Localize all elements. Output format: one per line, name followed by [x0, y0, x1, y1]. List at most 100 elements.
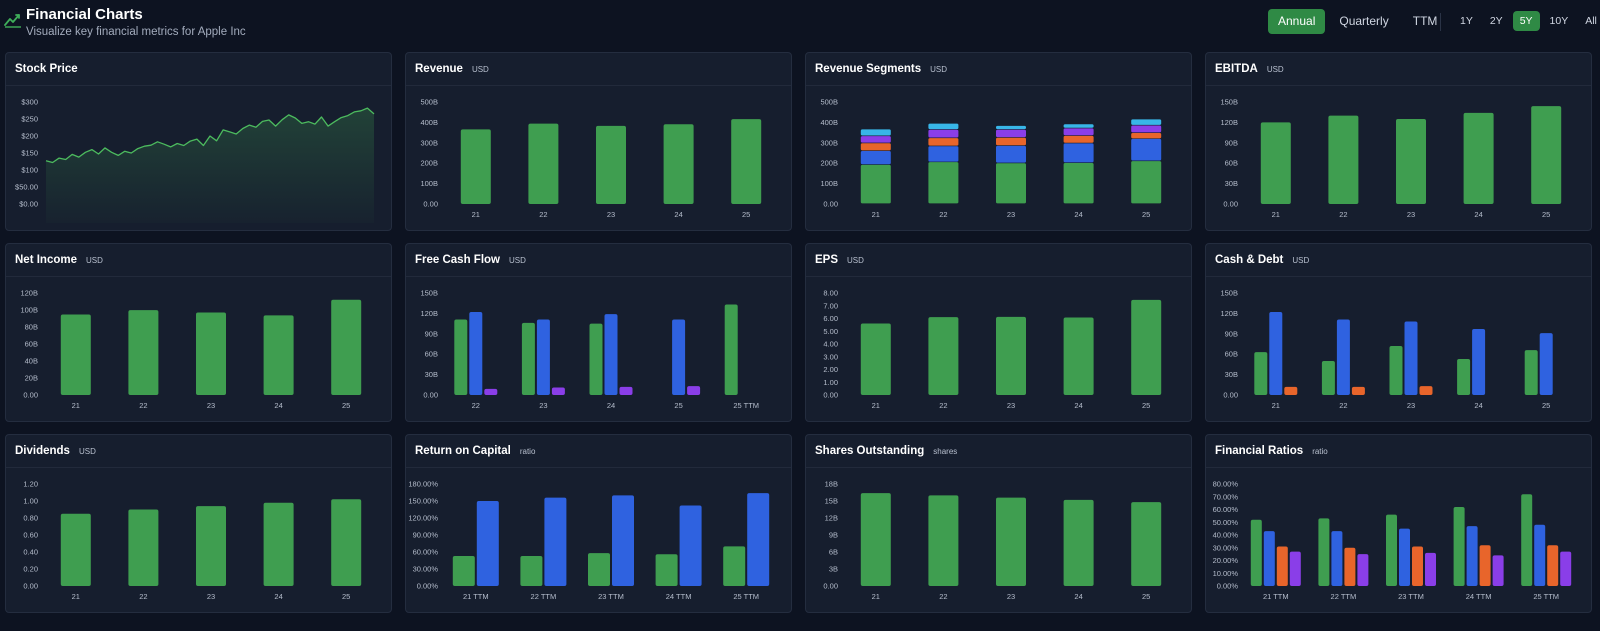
bar[interactable]: [1344, 547, 1356, 586]
bar[interactable]: [1453, 506, 1465, 586]
bar[interactable]: [679, 505, 702, 586]
bar[interactable]: [60, 513, 91, 586]
bar-segment[interactable]: [1063, 162, 1094, 204]
bar-segment[interactable]: [1063, 135, 1094, 143]
bar[interactable]: [588, 553, 610, 586]
bar[interactable]: [331, 499, 362, 586]
bar[interactable]: [196, 506, 226, 586]
bar[interactable]: [551, 387, 565, 395]
bar[interactable]: [1276, 546, 1288, 586]
bar[interactable]: [1472, 329, 1486, 395]
bar[interactable]: [747, 493, 770, 586]
bar[interactable]: [1328, 115, 1359, 204]
bar[interactable]: [1386, 514, 1397, 586]
bar-segment[interactable]: [928, 123, 959, 130]
bar[interactable]: [263, 315, 294, 395]
bar[interactable]: [1269, 312, 1283, 395]
bar[interactable]: [1534, 524, 1546, 586]
bar[interactable]: [1284, 386, 1298, 395]
bar[interactable]: [1289, 551, 1301, 586]
bar[interactable]: [1250, 519, 1262, 586]
range-tab-2y[interactable]: 2Y: [1489, 15, 1503, 27]
bar[interactable]: [655, 554, 678, 586]
bar[interactable]: [1260, 122, 1291, 204]
bar[interactable]: [1351, 386, 1365, 395]
bar[interactable]: [1479, 545, 1491, 586]
bar[interactable]: [1404, 321, 1418, 395]
bar[interactable]: [596, 125, 626, 204]
cash-debt-chart[interactable]: 0.00 30B 60B 90B 120B 150B 21 22 23 24 25: [1206, 278, 1591, 421]
bar[interactable]: [928, 317, 959, 395]
bar[interactable]: [1063, 499, 1094, 586]
eps-chart[interactable]: 0.00 1.00 2.00 3.00 4.00 5.00 6.00 7.00 8.00 21 22…: [806, 278, 1191, 421]
shares-outstanding-chart[interactable]: 0.00 3B 6B 9B 12B 15B 18B 21 22 23 24 25: [806, 469, 1191, 612]
ebitda-chart[interactable]: 0.00 30B 60B 90B 120B 150B 21 22 23 24 25: [1206, 87, 1591, 230]
bar[interactable]: [1547, 545, 1559, 586]
bar[interactable]: [196, 312, 226, 395]
bar[interactable]: [860, 323, 891, 395]
bar[interactable]: [1357, 554, 1369, 586]
bar[interactable]: [589, 323, 603, 395]
bar[interactable]: [1425, 552, 1436, 586]
bar[interactable]: [1063, 317, 1094, 395]
return-on-capital-chart[interactable]: 0.00% 30.00% 60.00% 90.00% 120.00% 150.00% 180…: [406, 469, 791, 612]
price-line[interactable]: [45, 107, 375, 164]
bar[interactable]: [1560, 551, 1572, 586]
range-tab-10y[interactable]: 10Y: [1549, 15, 1569, 27]
bar[interactable]: [731, 119, 762, 204]
bar[interactable]: [672, 319, 686, 395]
range-tab-5y[interactable]: 5Y: [1512, 11, 1540, 31]
bar-segment[interactable]: [860, 143, 891, 151]
bar[interactable]: [604, 314, 618, 395]
period-tab-annual[interactable]: Annual: [1268, 9, 1326, 34]
bar[interactable]: [452, 555, 475, 586]
free-cash-flow-chart[interactable]: 0.00 30B 60B 90B 120B 150B 22 23 24 25 25 TTM: [406, 278, 791, 421]
bar[interactable]: [663, 124, 694, 204]
bar[interactable]: [724, 304, 738, 395]
bar[interactable]: [860, 493, 891, 586]
bar-segment[interactable]: [860, 150, 891, 165]
bar[interactable]: [1466, 526, 1478, 586]
range-tab-all[interactable]: All: [1585, 15, 1597, 27]
bar-segment[interactable]: [996, 125, 1026, 130]
bar[interactable]: [1254, 352, 1268, 395]
bar[interactable]: [331, 299, 362, 395]
bar-segment[interactable]: [996, 163, 1026, 204]
revenue-segments-chart[interactable]: 0.00 100B 200B 300B 400B 500B 21 22 23 24 25: [806, 87, 1191, 230]
bar[interactable]: [619, 386, 633, 395]
bar-segment[interactable]: [860, 164, 891, 204]
bar[interactable]: [1321, 361, 1335, 395]
bar[interactable]: [1396, 119, 1426, 204]
bar[interactable]: [1318, 518, 1330, 586]
bar[interactable]: [521, 322, 535, 395]
bar[interactable]: [1263, 531, 1275, 586]
revenue-chart[interactable]: 0.00 100B 200B 300B 400B 500B 21 22 23 24 25: [406, 87, 791, 230]
bar-segment[interactable]: [996, 137, 1026, 146]
bar[interactable]: [1336, 319, 1350, 395]
bar[interactable]: [528, 123, 559, 204]
bar[interactable]: [1389, 346, 1403, 395]
bar[interactable]: [612, 495, 634, 586]
bar[interactable]: [1457, 358, 1471, 395]
bar-segment[interactable]: [928, 146, 959, 162]
bar-segment[interactable]: [928, 162, 959, 204]
bar-segment[interactable]: [1063, 128, 1094, 136]
bar[interactable]: [484, 388, 498, 395]
bar[interactable]: [1531, 106, 1562, 204]
financial-ratios-chart[interactable]: 0.00% 10.00% 20.00% 30.00% 40.00% 50.00% 60.00…: [1206, 469, 1591, 612]
bar-segment[interactable]: [928, 138, 959, 146]
bar-segment[interactable]: [996, 129, 1026, 138]
bar[interactable]: [128, 509, 159, 587]
bar[interactable]: [1524, 350, 1538, 395]
bar-segment[interactable]: [1063, 124, 1094, 128]
bar[interactable]: [544, 497, 567, 586]
bar-segment[interactable]: [1131, 133, 1162, 139]
bar[interactable]: [1492, 555, 1504, 586]
dividends-chart[interactable]: 0.00 0.20 0.40 0.60 0.80 1.00 1.20 21 22 23 24 25: [6, 469, 391, 612]
bar-segment[interactable]: [1131, 125, 1162, 133]
bar[interactable]: [687, 386, 701, 395]
bar[interactable]: [1131, 502, 1162, 586]
bar[interactable]: [536, 319, 550, 395]
bar-segment[interactable]: [860, 136, 891, 143]
bar[interactable]: [1131, 299, 1162, 395]
